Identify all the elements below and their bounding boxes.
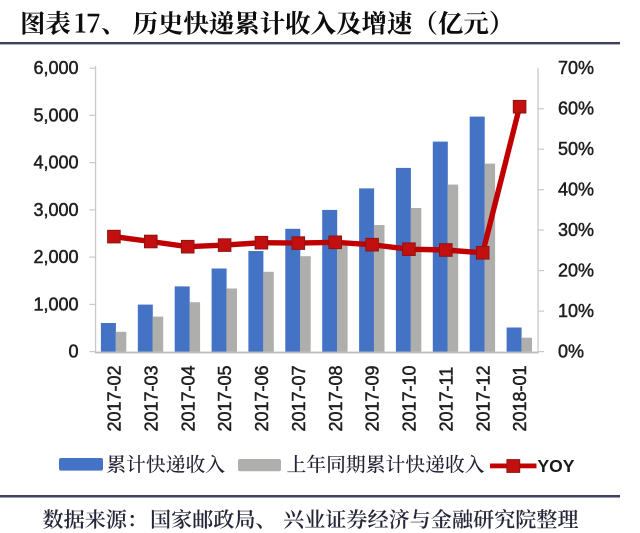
svg-text:2018-01: 2018-01 — [510, 365, 530, 431]
svg-text:5,000: 5,000 — [33, 105, 78, 125]
svg-text:2017-10: 2017-10 — [400, 365, 420, 431]
svg-text:0%: 0% — [558, 342, 584, 362]
svg-text:50%: 50% — [558, 139, 594, 159]
svg-text:10%: 10% — [558, 301, 594, 321]
svg-text:2017-05: 2017-05 — [215, 365, 235, 431]
svg-text:2017-11: 2017-11 — [436, 367, 456, 432]
svg-text:30%: 30% — [558, 220, 594, 240]
svg-text:2,000: 2,000 — [33, 247, 78, 267]
svg-text:2017-07: 2017-07 — [289, 365, 309, 431]
svg-text:6,000: 6,000 — [33, 58, 78, 78]
svg-text:2017-04: 2017-04 — [178, 365, 198, 431]
svg-text:1,000: 1,000 — [33, 294, 78, 314]
svg-text:0: 0 — [68, 342, 78, 362]
svg-text:2017-08: 2017-08 — [326, 365, 346, 431]
svg-text:2017-12: 2017-12 — [473, 365, 493, 431]
svg-text:3,000: 3,000 — [33, 200, 78, 220]
svg-text:2017-06: 2017-06 — [252, 365, 272, 431]
svg-text:40%: 40% — [558, 180, 594, 200]
svg-text:YOY: YOY — [538, 456, 575, 476]
svg-text:2017-02: 2017-02 — [105, 365, 125, 431]
svg-text:60%: 60% — [558, 99, 594, 119]
svg-text:2017-03: 2017-03 — [141, 365, 161, 431]
svg-text:4,000: 4,000 — [33, 153, 78, 173]
svg-text:20%: 20% — [558, 261, 594, 281]
svg-text:2017-09: 2017-09 — [363, 365, 383, 431]
svg-text:70%: 70% — [558, 58, 594, 78]
